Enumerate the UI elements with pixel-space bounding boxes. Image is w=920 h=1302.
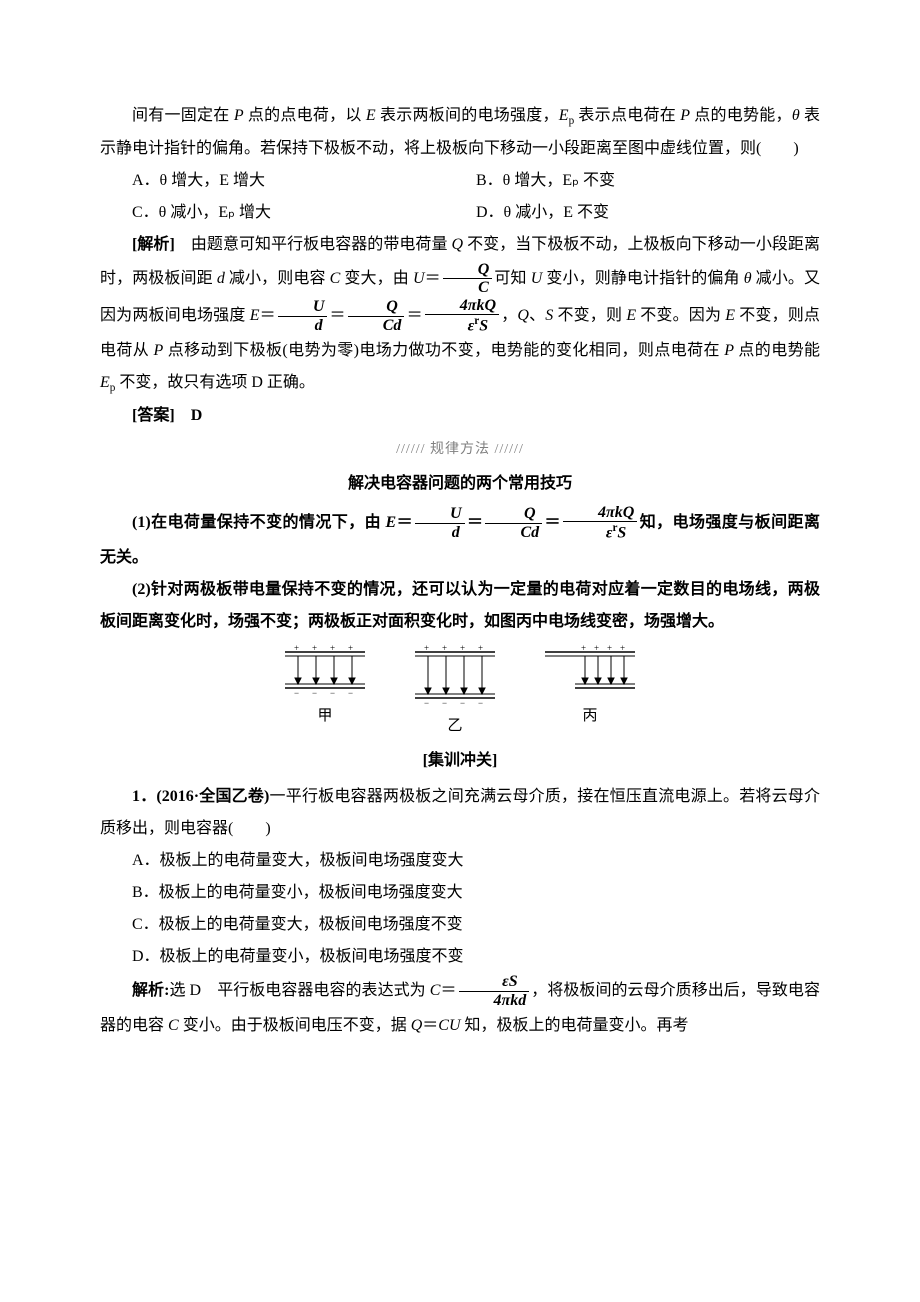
svg-text:−: −	[424, 698, 429, 708]
svg-text:+: +	[581, 644, 586, 653]
rule-frac-3: 4πkQεrS	[563, 504, 637, 543]
page-body: 间有一固定在 P 点的点电荷，以 E 表示两板间的电场强度，Ep 表示点电荷在 …	[0, 0, 920, 1102]
rule-p1-pre: (1)在电荷量保持不变的情况下，由 E＝	[132, 514, 413, 531]
label-jia: 甲	[280, 701, 370, 731]
q1-A: A．极板上的电荷量变大，极板间电场强度变大	[100, 845, 820, 877]
diagram-bing: + + + + 丙	[540, 644, 640, 741]
svg-text:−: −	[294, 688, 299, 698]
analysis-label: [解析]	[132, 236, 175, 253]
label-bing: 丙	[540, 701, 640, 731]
svg-text:+: +	[348, 644, 353, 653]
label-yi: 乙	[410, 711, 500, 741]
svg-text:−: −	[330, 688, 335, 698]
eq2: ＝	[406, 307, 422, 324]
analysis-para: [解析] 由题意可知平行板电容器的带电荷量 Q 不变，当下极板不动，上极板向下移…	[100, 229, 820, 400]
option-A: A．θ 增大，E 增大	[132, 165, 476, 197]
option-B: B．θ 增大，Eₚ 不变	[476, 165, 820, 197]
rule-slashes: ////// 规律方法 //////	[100, 436, 820, 464]
q1-stem: 1．(2016·全国乙卷)一平行板电容器两极板之间充满云母介质，接在恒压直流电源…	[100, 781, 820, 845]
svg-text:+: +	[312, 644, 317, 653]
svg-text:+: +	[478, 644, 483, 653]
capacitor-diagrams: + + + + − − − − 甲 + + + + − − − −	[100, 644, 820, 741]
svg-text:+: +	[442, 644, 447, 653]
svg-text:+: +	[330, 644, 335, 653]
diagram-jia: + + + + − − − − 甲	[280, 644, 370, 741]
q1-explanation: 解析:选 D 平行板电容器电容的表达式为 C＝εS4πkd，将极板间的云母介质移…	[100, 973, 820, 1041]
frac-Q-over-Cd: QCd	[348, 298, 405, 334]
section-header: [集训冲关]	[100, 745, 820, 777]
svg-text:−: −	[460, 698, 465, 708]
answer-value: D	[191, 407, 203, 424]
frac-U-over-d: Ud	[278, 298, 328, 334]
expl-pre: 平行板电容器电容的表达式为 C＝	[201, 982, 456, 999]
rule-frac-2: QCd	[485, 505, 542, 541]
eq1: ＝	[329, 307, 345, 324]
rule-frac-1: Ud	[415, 505, 465, 541]
svg-text:+: +	[424, 644, 429, 653]
svg-text:+: +	[460, 644, 465, 653]
frac-eS-over-4pikd: εS4πkd	[459, 973, 530, 1009]
option-C: C．θ 减小，Eₚ 增大	[132, 197, 476, 229]
option-D: D．θ 减小，E 不变	[476, 197, 820, 229]
question-stem: 间有一固定在 P 点的点电荷，以 E 表示两板间的电场强度，Ep 表示点电荷在 …	[100, 100, 820, 165]
options-row-1: A．θ 增大，E 增大 B．θ 增大，Eₚ 不变	[100, 165, 820, 197]
svg-text:+: +	[607, 644, 612, 653]
frac-Q-over-C: QC	[443, 261, 493, 297]
q1-B: B．极板上的电荷量变小，极板间电场强度变大	[100, 877, 820, 909]
q1-C: C．极板上的电荷量变大，极板间电场强度不变	[100, 909, 820, 941]
answer-line: [答案] D	[100, 400, 820, 432]
svg-text:−: −	[312, 688, 317, 698]
rule-p2: (2)针对两极板带电量保持不变的情况，还可以认为一定量的电荷对应着一定数目的电场…	[100, 574, 820, 638]
svg-text:+: +	[620, 644, 625, 653]
options-row-2: C．θ 减小，Eₚ 增大 D．θ 减小，E 不变	[100, 197, 820, 229]
diagram-yi: + + + + − − − − 乙	[410, 644, 500, 741]
svg-text:+: +	[294, 644, 299, 653]
svg-text:−: −	[442, 698, 447, 708]
q1-D: D．极板上的电荷量变小，极板间电场强度不变	[100, 941, 820, 973]
svg-text:+: +	[594, 644, 599, 653]
expl-sel: 选 D	[169, 982, 201, 999]
rule-p1: (1)在电荷量保持不变的情况下，由 E＝Ud＝QCd＝4πkQεrS知，电场强度…	[100, 504, 820, 575]
svg-text:−: −	[348, 688, 353, 698]
expl-label: 解析:	[132, 982, 169, 999]
svg-text:−: −	[478, 698, 483, 708]
answer-label: [答案]	[132, 407, 175, 424]
frac-4pikQ-over-eS: 4πkQεrS	[425, 297, 499, 336]
rule-title: 解决电容器问题的两个常用技巧	[100, 468, 820, 500]
